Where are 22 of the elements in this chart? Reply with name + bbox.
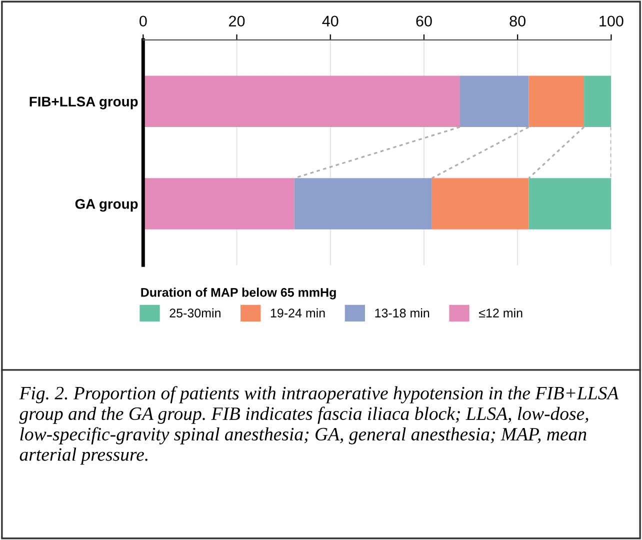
x-tick-label: 80 [510, 16, 526, 27]
bar [143, 178, 294, 230]
y-tick-label: FIB+LLSA group [30, 96, 138, 110]
legend-title: Duration of MAP below 65 mmHg [141, 288, 336, 300]
legend-label: 19-24 min [270, 308, 325, 318]
bar [460, 76, 529, 127]
y-tick-label: GA group [75, 199, 138, 212]
x-tick-label: 40 [322, 16, 338, 27]
bar [143, 76, 460, 127]
x-tick-label: 100 [600, 16, 624, 27]
legend-label: ≤12 min [479, 308, 522, 318]
x-tick-label: 0 [140, 16, 147, 27]
legend-label: 13-18 min [375, 308, 430, 318]
x-tick-label: 20 [229, 16, 245, 27]
bar [294, 178, 432, 230]
bar [432, 178, 529, 230]
legend-label: 25-30min [170, 308, 220, 318]
bar [584, 76, 612, 127]
bar [528, 76, 584, 127]
x-tick-label: 60 [416, 16, 432, 27]
bar [528, 178, 612, 230]
caption: Fig. 2. Proportion of patients with intraoperative hypotension in the FIB+LLSA group and the GA group. FIB indicates fascia iliaca block; LLSA, low-dose, low-specific-gravity spinal anesthesia; GA, general anesthesia; MAP, mean arterial pressure. [19, 386, 619, 465]
